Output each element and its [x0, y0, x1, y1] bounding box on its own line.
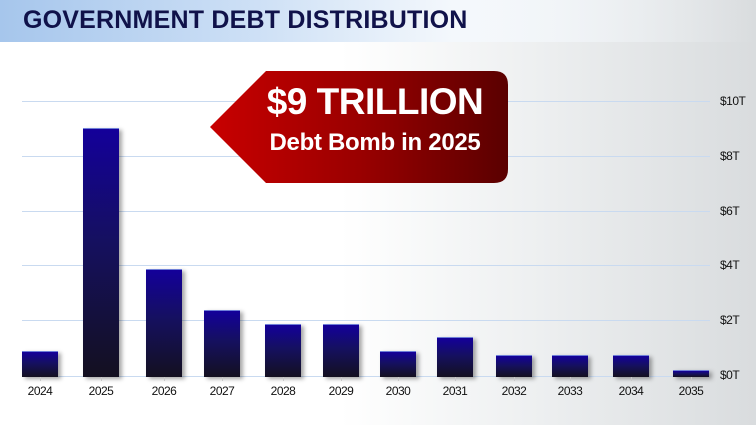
x-tick-mark [101, 377, 102, 381]
x-tick-mark [570, 377, 571, 381]
bar-2031 [437, 337, 473, 377]
x-tick-mark [164, 377, 165, 381]
x-tick-mark [691, 377, 692, 381]
callout-arrow-shape [210, 71, 508, 183]
x-tick-mark [514, 377, 515, 381]
y-tick-label: $6T [720, 204, 740, 218]
bar-2024 [22, 351, 58, 377]
x-tick-label: 2032 [501, 384, 527, 398]
bar-2027 [204, 310, 240, 377]
bar-2030 [380, 351, 416, 377]
y-tick-label: $8T [720, 149, 740, 163]
gridline-0t [22, 376, 710, 377]
callout-headline: $9 TRILLION [266, 81, 484, 122]
bar-2033 [552, 355, 588, 377]
gridline-6t [22, 211, 710, 212]
x-tick-label: 2035 [678, 384, 704, 398]
x-tick-label: 2033 [557, 384, 583, 398]
x-tick-mark [398, 377, 399, 381]
x-tick-mark [631, 377, 632, 381]
x-tick-label: 2031 [442, 384, 468, 398]
callout-annotation: $9 TRILLION Debt Bomb in 2025 [210, 71, 508, 183]
x-tick-mark [40, 377, 41, 381]
x-tick-mark [222, 377, 223, 381]
gridline-4t [22, 265, 710, 266]
x-tick-mark [455, 377, 456, 381]
y-tick-label: $0T [720, 368, 740, 382]
y-tick-label: $4T [720, 258, 740, 272]
x-tick-label: 2030 [385, 384, 411, 398]
bar-2029 [323, 324, 359, 377]
x-tick-mark [283, 377, 284, 381]
bar-2026 [146, 269, 182, 377]
x-tick-label: 2024 [27, 384, 53, 398]
bar-2032 [496, 355, 532, 377]
bar-2028 [265, 324, 301, 377]
chart-title: GOVERNMENT DEBT DISTRIBUTION [23, 6, 468, 34]
x-tick-label: 2027 [209, 384, 235, 398]
y-tick-label: $2T [720, 313, 740, 327]
title-band [0, 0, 756, 42]
x-tick-mark [341, 377, 342, 381]
bar-2025 [83, 128, 119, 377]
y-tick-label: $10T [720, 94, 746, 108]
x-tick-label: 2026 [151, 384, 177, 398]
gridline-2t [22, 320, 710, 321]
x-tick-label: 2028 [270, 384, 296, 398]
x-tick-label: 2034 [618, 384, 644, 398]
bar-2034 [613, 355, 649, 377]
bar-2035 [673, 370, 709, 377]
x-tick-label: 2029 [328, 384, 354, 398]
x-tick-label: 2025 [88, 384, 114, 398]
callout-subtext: Debt Bomb in 2025 [269, 129, 481, 156]
